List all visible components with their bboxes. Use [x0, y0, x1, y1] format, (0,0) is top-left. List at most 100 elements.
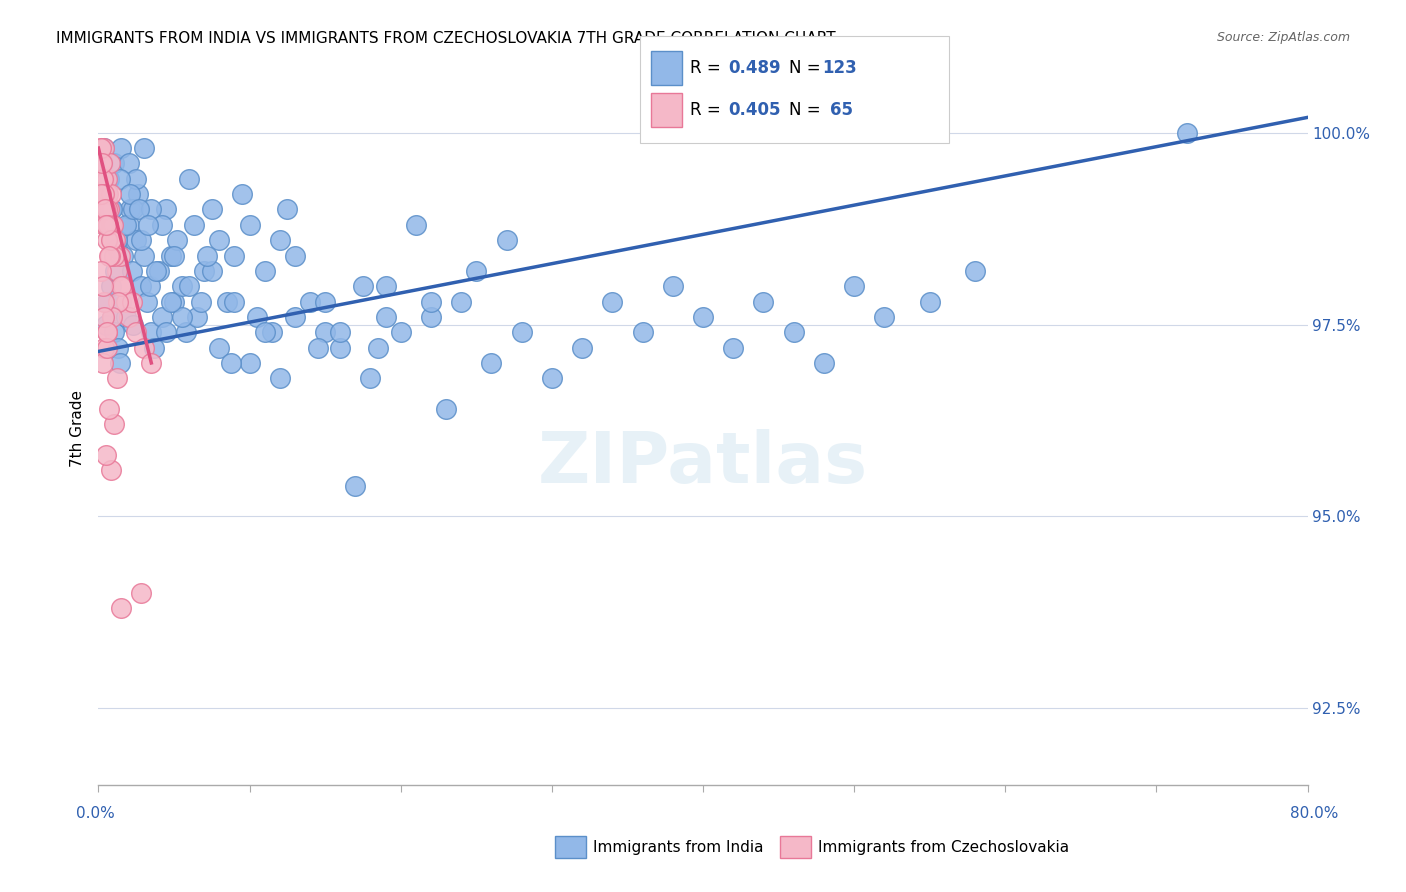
Point — [101, 202, 124, 217]
Text: 80.0%: 80.0% — [1291, 806, 1339, 821]
Point — [91, 171, 114, 186]
Text: Immigrants from India: Immigrants from India — [593, 840, 763, 855]
Point — [93, 187, 115, 202]
Point — [93, 141, 115, 155]
Point — [183, 218, 205, 232]
Point — [253, 264, 276, 278]
Point — [93, 294, 115, 309]
Point — [114, 294, 136, 309]
Point — [98, 248, 121, 262]
Point — [127, 187, 149, 202]
Point — [269, 371, 291, 385]
Point — [163, 294, 186, 309]
Point — [118, 218, 141, 232]
Point — [118, 156, 141, 170]
Point — [93, 171, 115, 186]
Point — [93, 218, 115, 232]
Point — [91, 156, 114, 170]
Point — [91, 356, 114, 370]
Point — [129, 586, 152, 600]
Text: IMMIGRANTS FROM INDIA VS IMMIGRANTS FROM CZECHOSLOVAKIA 7TH GRADE CORRELATION CH: IMMIGRANTS FROM INDIA VS IMMIGRANTS FROM… — [56, 31, 835, 46]
Point — [105, 233, 128, 247]
Point — [96, 187, 118, 202]
Point — [420, 294, 443, 309]
Text: 65: 65 — [830, 101, 852, 119]
Point — [344, 479, 367, 493]
Point — [98, 401, 121, 416]
Point — [98, 248, 121, 262]
Point — [108, 248, 131, 262]
Point — [329, 341, 352, 355]
Point — [1175, 126, 1198, 140]
Point — [190, 294, 212, 309]
Point — [100, 279, 122, 293]
Point — [94, 218, 117, 232]
Point — [98, 156, 121, 170]
Text: R =: R = — [690, 59, 727, 77]
Point — [110, 294, 132, 309]
Text: 0.489: 0.489 — [728, 59, 780, 77]
Point — [752, 294, 775, 309]
Point — [163, 248, 186, 262]
Point — [94, 202, 117, 217]
Point — [101, 310, 124, 324]
Point — [692, 310, 714, 324]
Point — [208, 341, 231, 355]
Point — [91, 187, 114, 202]
Point — [94, 218, 117, 232]
Point — [120, 187, 142, 202]
Point — [90, 141, 112, 155]
Point — [166, 233, 188, 247]
Point — [201, 202, 224, 217]
Point — [143, 341, 166, 355]
Text: R =: R = — [690, 101, 727, 119]
Point — [918, 294, 941, 309]
Point — [107, 341, 129, 355]
Point — [155, 202, 177, 217]
Point — [631, 325, 654, 339]
Point — [103, 156, 125, 170]
Point — [108, 171, 131, 186]
Point — [723, 341, 745, 355]
Point — [105, 371, 128, 385]
Point — [103, 248, 125, 262]
Point — [661, 279, 683, 293]
Point — [121, 294, 143, 309]
Point — [186, 310, 208, 324]
Point — [120, 202, 142, 217]
Point — [221, 356, 243, 370]
Point — [98, 202, 121, 217]
Point — [844, 279, 866, 293]
Point — [100, 187, 122, 202]
Point — [155, 325, 177, 339]
Point — [450, 294, 472, 309]
Point — [179, 279, 201, 293]
Point — [360, 371, 382, 385]
Point — [262, 325, 284, 339]
Point — [108, 356, 131, 370]
Point — [96, 202, 118, 217]
Point — [125, 325, 148, 339]
Point — [111, 279, 134, 293]
Point — [100, 233, 122, 247]
Point — [873, 310, 896, 324]
Point — [160, 294, 183, 309]
Point — [150, 218, 173, 232]
Point — [602, 294, 624, 309]
Point — [374, 279, 396, 293]
Point — [135, 294, 157, 309]
Point — [100, 202, 122, 217]
Point — [105, 241, 128, 255]
Point — [495, 233, 517, 247]
Point — [276, 202, 298, 217]
Point — [284, 310, 307, 324]
Point — [94, 218, 117, 232]
Point — [105, 264, 128, 278]
Point — [132, 341, 155, 355]
Point — [90, 171, 112, 186]
Point — [465, 264, 488, 278]
Point — [125, 171, 148, 186]
Point — [367, 341, 389, 355]
Point — [89, 156, 111, 170]
Point — [148, 264, 170, 278]
